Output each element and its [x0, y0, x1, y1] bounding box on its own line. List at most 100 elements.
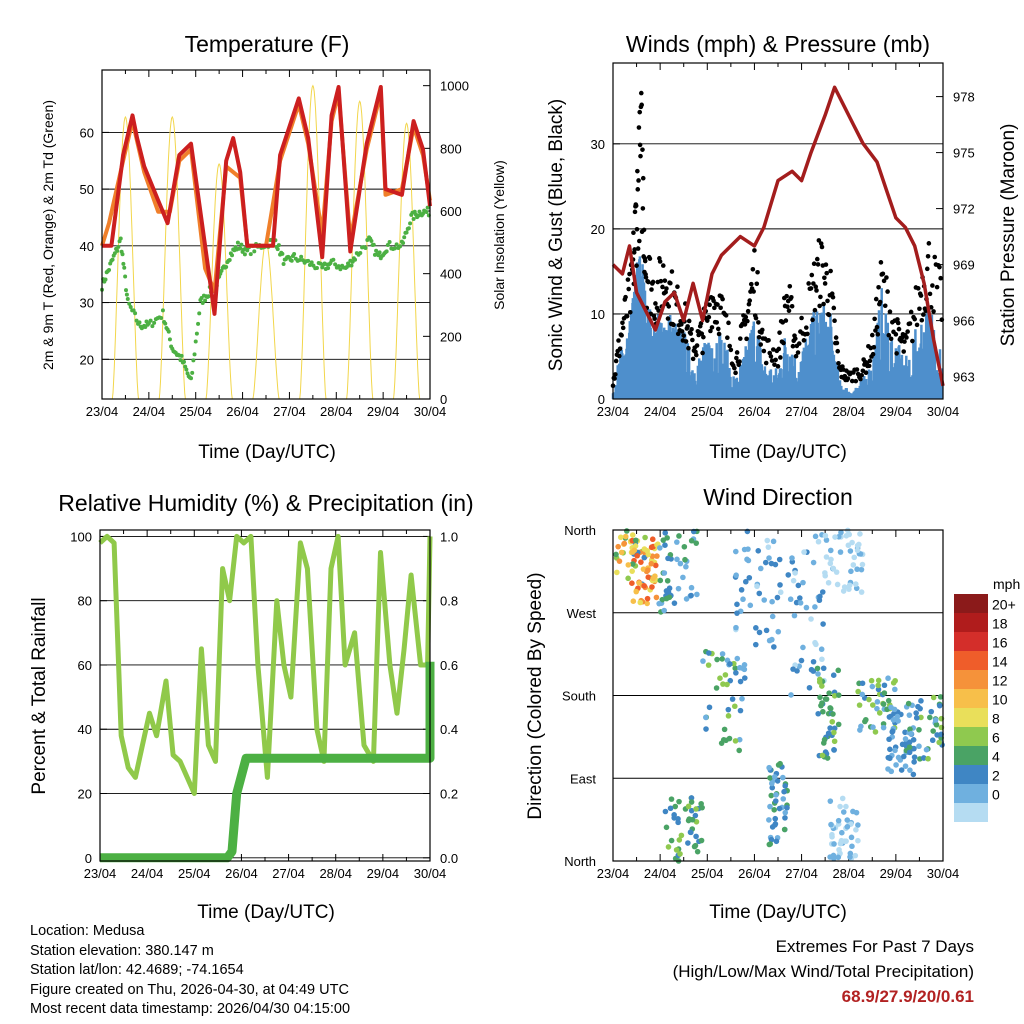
direction-point: [781, 826, 788, 833]
gust-point: [781, 340, 786, 346]
direction-point: [725, 706, 732, 713]
direction-point: [813, 641, 819, 648]
direction-point: [847, 854, 853, 860]
gust-point: [925, 253, 931, 259]
rh-ytick-label: 0: [85, 851, 92, 866]
dewpoint-point: [110, 257, 115, 262]
dewpoint-point: [377, 250, 382, 255]
direction-point: [661, 607, 668, 614]
direction-point: [705, 662, 712, 668]
dewpoint-point: [124, 288, 129, 293]
dewpoint-point: [408, 221, 413, 226]
gust-point: [650, 279, 656, 285]
dewpoint-point: [309, 260, 314, 265]
direction-point: [668, 796, 675, 802]
direction-point: [785, 572, 792, 578]
direction-point: [810, 658, 817, 665]
direction-point: [660, 537, 667, 543]
direction-point: [893, 762, 899, 768]
dewpoint-point: [116, 244, 121, 249]
gust-point: [671, 322, 676, 328]
gust-point: [776, 346, 782, 352]
direction-point: [634, 552, 640, 559]
direction-point: [768, 560, 775, 567]
dewpoint-point: [235, 240, 240, 245]
gust-point: [665, 316, 671, 321]
direction-point: [827, 560, 834, 567]
direction-point: [765, 544, 772, 550]
dewpoint-point: [160, 308, 165, 313]
gust-point: [616, 353, 622, 359]
gust-point: [880, 271, 886, 277]
gust-point: [814, 256, 820, 262]
direction-point: [629, 580, 635, 587]
dewpoint-point: [167, 337, 172, 342]
solar-y2tick-label: 800: [440, 141, 462, 156]
direction-point: [880, 724, 887, 731]
direction-point: [676, 533, 682, 539]
direction-point: [928, 708, 935, 715]
precip-line: [100, 661, 435, 863]
wind-xtick-label: 29/04: [880, 404, 913, 419]
direction-point: [776, 556, 783, 563]
direction-point: [833, 569, 840, 575]
solar-curve: [111, 115, 139, 400]
direction-point: [855, 837, 861, 844]
direction-point: [820, 708, 826, 715]
direction-point: [671, 600, 678, 606]
gust-point: [917, 306, 922, 312]
dewpoint-point: [192, 352, 197, 357]
dewpoint-point: [189, 376, 194, 381]
direction-point: [835, 692, 842, 698]
gust-point: [825, 298, 830, 304]
direction-point: [840, 588, 847, 594]
gust-point: [746, 301, 752, 307]
dewpoint-point: [252, 249, 257, 254]
direction-point: [929, 737, 936, 744]
direction-point: [734, 655, 741, 662]
gust-point: [715, 302, 720, 307]
direction-point: [911, 754, 918, 760]
direction-point: [648, 560, 655, 567]
direction-point: [844, 817, 851, 823]
dewpoint-point: [148, 318, 153, 323]
direction-point: [733, 670, 739, 676]
direction-point: [817, 593, 823, 600]
gust-point: [625, 277, 631, 282]
direction-point: [777, 589, 784, 596]
gust-point: [815, 262, 821, 267]
gust-point: [758, 342, 764, 347]
gust-point: [701, 334, 706, 340]
direction-point: [800, 644, 806, 651]
gust-point: [808, 286, 814, 291]
gust-point: [795, 350, 801, 355]
direction-point: [733, 624, 739, 631]
direction-point: [936, 739, 942, 746]
gust-point: [832, 318, 837, 324]
direction-point: [757, 565, 764, 572]
gust-point: [790, 343, 796, 349]
rh-xtick-label: 27/04: [272, 866, 305, 881]
direction-point: [668, 837, 675, 844]
dewpoint-point: [103, 277, 108, 282]
gust-point: [875, 332, 881, 337]
dir-xtick-label: 23/04: [597, 866, 630, 881]
direction-point: [664, 577, 671, 584]
dewpoint-point: [242, 252, 247, 257]
wind-xtick-label: 24/04: [644, 404, 677, 419]
gust-point: [927, 291, 933, 297]
direction-point: [868, 677, 875, 684]
direction-point: [745, 557, 752, 564]
gust-point: [662, 278, 668, 283]
direction-point: [892, 677, 898, 684]
gust-point: [789, 303, 795, 309]
gust-point: [623, 294, 628, 300]
gust-point: [888, 336, 894, 342]
direction-point: [629, 568, 635, 574]
gust-point: [818, 241, 824, 246]
gust-point: [902, 339, 907, 344]
direction-point: [706, 704, 713, 711]
direction-point: [736, 747, 743, 754]
gust-point: [912, 316, 918, 322]
direction-point: [774, 594, 781, 601]
